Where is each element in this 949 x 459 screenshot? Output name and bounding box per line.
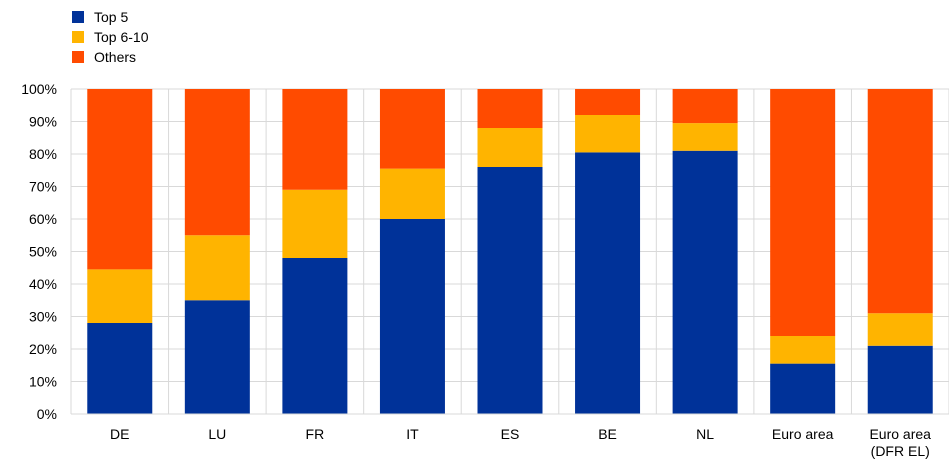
bar-segment-others: [477, 89, 543, 128]
y-tick-label: 40%: [29, 276, 57, 292]
legend-swatch-top6-10: [72, 31, 84, 43]
bars: [87, 89, 933, 414]
bar-segment-top-6-10: [379, 168, 445, 219]
bar-segment-others: [184, 89, 250, 236]
bar-segment-others: [87, 89, 153, 270]
bar-segment-top-6-10: [87, 269, 153, 323]
x-tick-label: Euro area (DFR EL): [869, 426, 931, 459]
x-tick-label: LU: [208, 426, 226, 442]
x-tick-label: DE: [110, 426, 129, 442]
x-tick-label: IT: [406, 426, 419, 442]
x-tick-label: FR: [306, 426, 325, 442]
bar-segment-top-5: [282, 258, 348, 414]
x-tick-label: BE: [598, 426, 617, 442]
y-tick-label: 10%: [29, 374, 57, 390]
y-tick-label: 80%: [29, 146, 57, 162]
bar-segment-top-5: [184, 300, 250, 414]
axes: 0% 10% 20% 30% 40% 50% 60% 70% 80% 90% 100% DE LU FR I…: [21, 81, 949, 459]
y-tick-label: 70%: [29, 179, 57, 195]
legend-item-others: Others: [72, 47, 148, 67]
bar-segment-others: [770, 89, 836, 336]
bar-segment-top-5: [379, 219, 445, 414]
y-tick-label: 0%: [37, 406, 57, 422]
legend-label-others: Others: [94, 49, 137, 65]
bar-segment-top-5: [672, 150, 738, 414]
bar-segment-top-6-10: [282, 189, 348, 258]
bar-segment-others: [379, 89, 445, 169]
y-tick-label: 60%: [29, 211, 57, 227]
bar-segment-top-6-10: [867, 313, 933, 346]
bar-segment-top-6-10: [184, 235, 250, 301]
bar-segment-top-5: [867, 345, 933, 414]
y-tick-label: 90%: [29, 114, 57, 130]
x-tick-label: ES: [501, 426, 520, 442]
bar-segment-top-5: [87, 323, 153, 414]
bar-segment-others: [575, 89, 641, 115]
bar-segment-others: [282, 89, 348, 190]
x-tick-label: NL: [696, 426, 714, 442]
bar-segment-top-6-10: [770, 336, 836, 364]
bar-segment-top-6-10: [575, 115, 641, 153]
y-tick-label: 50%: [29, 244, 57, 260]
legend-label-top5: Top 5: [94, 9, 129, 25]
y-tick-label: 20%: [29, 341, 57, 357]
legend-item-top5: Top 5: [72, 7, 148, 27]
bar-segment-top-5: [477, 167, 543, 414]
legend-item-top6-10: Top 6-10: [72, 27, 148, 47]
legend-swatch-others: [72, 51, 84, 63]
bar-segment-others: [867, 89, 933, 314]
bar-segment-top-5: [770, 363, 836, 414]
legend-swatch-top5: [72, 11, 84, 23]
y-tick-label: 30%: [29, 309, 57, 325]
bar-segment-top-6-10: [477, 128, 543, 167]
legend: Top 5 Top 6-10 Others: [72, 7, 148, 67]
bar-segment-top-5: [575, 152, 641, 414]
legend-label-top6-10: Top 6-10: [94, 29, 149, 45]
y-tick-label: 100%: [21, 81, 57, 97]
x-tick-label: Euro area: [772, 426, 834, 442]
bar-segment-others: [672, 89, 738, 124]
bar-segment-top-6-10: [672, 123, 738, 151]
